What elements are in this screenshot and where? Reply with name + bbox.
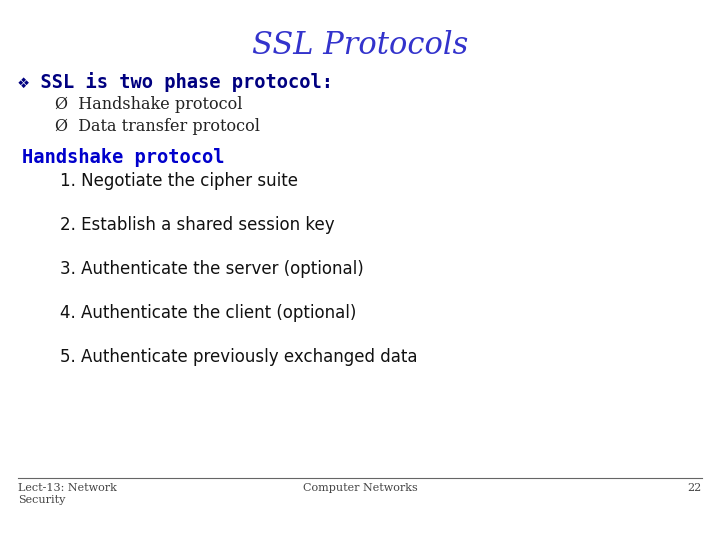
Text: Computer Networks: Computer Networks	[302, 483, 418, 493]
Text: ❖ SSL is two phase protocol:: ❖ SSL is two phase protocol:	[18, 72, 333, 92]
Text: 22: 22	[688, 483, 702, 493]
Text: Lect-13: Network
Security: Lect-13: Network Security	[18, 483, 117, 504]
Text: Handshake protocol: Handshake protocol	[22, 148, 225, 167]
Text: SSL Protocols: SSL Protocols	[252, 30, 468, 61]
Text: 1. Negotiate the cipher suite: 1. Negotiate the cipher suite	[60, 172, 298, 190]
Text: 4. Authenticate the client (optional): 4. Authenticate the client (optional)	[60, 304, 356, 322]
Text: 5. Authenticate previously exchanged data: 5. Authenticate previously exchanged dat…	[60, 348, 418, 366]
Text: 3. Authenticate the server (optional): 3. Authenticate the server (optional)	[60, 260, 364, 278]
Text: Ø  Handshake protocol: Ø Handshake protocol	[55, 96, 243, 113]
Text: Ø  Data transfer protocol: Ø Data transfer protocol	[55, 118, 260, 135]
Text: 2. Establish a shared session key: 2. Establish a shared session key	[60, 216, 335, 234]
